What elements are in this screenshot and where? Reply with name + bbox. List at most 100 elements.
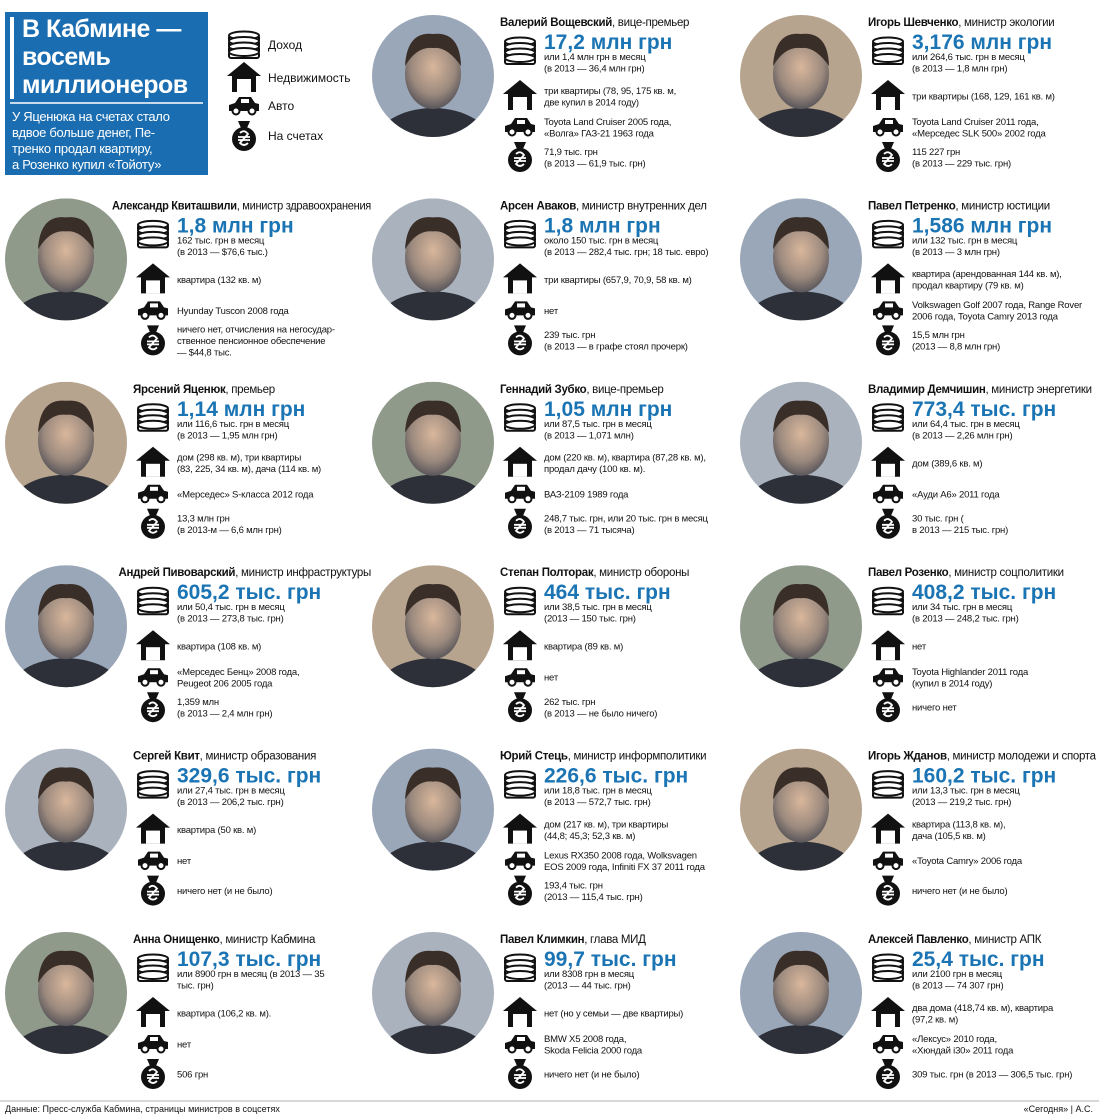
minister-name: Игорь Жданов (868, 751, 947, 763)
car-icon (873, 851, 903, 871)
photo-face (405, 589, 461, 660)
car-wheel (875, 494, 885, 504)
property-icon (136, 263, 170, 294)
house-shape (136, 446, 170, 477)
photo-shoulders (743, 658, 859, 688)
car-icon (873, 1035, 903, 1054)
income-detail: или 8308 грн в месяц (544, 969, 635, 980)
photo-shoulders (8, 841, 124, 871)
house-door (881, 647, 895, 661)
detail-line: Toyota Highlander 2011 года (912, 667, 1029, 678)
car-icon (505, 851, 535, 871)
coin-top (872, 786, 904, 797)
house-shape (871, 630, 905, 661)
photo-face (405, 39, 461, 109)
minister-name: Павел Климкин (500, 934, 585, 946)
income-icon (872, 219, 904, 249)
detail-line: 71,9 тыс. грн (544, 147, 598, 158)
minister-name: Андрей Пивоварский (118, 567, 235, 579)
coin-top (228, 47, 260, 57)
hryvnia-sign (514, 518, 526, 534)
car-wheel (875, 1044, 885, 1054)
property-icon (227, 62, 261, 92)
house-shape (136, 630, 170, 661)
detail-line: «Toyota Camry» 2006 года (912, 856, 1023, 867)
house-shape (136, 997, 170, 1027)
car-window (150, 853, 158, 858)
detail-line: 262 тыс. грн (544, 697, 595, 708)
footer-source: Данные: Пресс-служба Кабмина, страницы м… (5, 1104, 280, 1114)
photo (372, 381, 494, 504)
car-icon (505, 301, 535, 320)
photo (740, 748, 862, 871)
detail-line: EOS 2009 года, Infiniti FX 37 2011 года (544, 862, 706, 873)
detail-line: Volkswagen Golf 2007 года, Range Rover (912, 300, 1082, 311)
bag-top (882, 1059, 894, 1066)
income-detail: или 2100 грн в месяц (912, 969, 1003, 980)
minister-name: Сергей Квит (133, 751, 200, 763)
accounts-icon (876, 1059, 900, 1089)
detail-line: 239 тыс. грн (544, 330, 595, 341)
income: 1,8 млн грн (177, 214, 294, 237)
photo-shoulders (375, 658, 491, 688)
car-wheel (523, 1044, 533, 1054)
income-detail: 162 тыс. грн в месяц (177, 235, 265, 246)
photo-face (405, 772, 461, 843)
bag-top (514, 875, 526, 883)
photo (5, 381, 127, 504)
income-detail: (в 2013 — 74 307 грн) (912, 981, 1003, 992)
minister-card: Юрий Стець, министр информполитики 226,6 … (372, 748, 707, 871)
accounts-icon (508, 325, 532, 356)
income: 408,2 тыс. грн (912, 581, 1056, 604)
income-detail: или 87,5 тыс. грн в месяц (544, 419, 652, 430)
house-shape (136, 813, 170, 844)
income: 1,05 млн грн (544, 398, 672, 421)
accounts-icon (141, 875, 165, 906)
minister-name: Ярсений Яценюк (133, 384, 226, 396)
minister-heading: Игорь Жданов, министр молодежи и спорта (868, 751, 1097, 763)
minister-name: Алексей Павленко (868, 934, 969, 946)
car-window (885, 486, 893, 491)
income-icon (872, 953, 904, 982)
accounts-icon (232, 121, 256, 151)
car-wheel (140, 494, 150, 504)
minister-card: Игорь Шевченко, министр экологии 3,176 мл… (740, 15, 1055, 137)
property-icon (871, 446, 905, 477)
photo-face (405, 956, 461, 1026)
minister-card: Степан Полторак, министр обороны 464 тыс.… (372, 565, 689, 688)
car-wheel (156, 677, 166, 687)
coin-top (504, 970, 536, 980)
hryvnia-sign (514, 151, 526, 167)
detail-line: две купил в 2014 году) (544, 97, 639, 108)
minister-heading: Юрий Стець, министр информполитики (500, 751, 706, 763)
income-icon (137, 770, 169, 799)
car-wheel (140, 310, 150, 320)
detail-line: (в 2013 — 61,9 тыс. грн) (544, 158, 645, 169)
detail-line: в 2013 — 215 тыс. грн) (912, 525, 1008, 536)
income: 1,586 млн грн (912, 214, 1052, 237)
detail-line: «Мерседес» S-класса 2012 года (177, 489, 314, 500)
income-detail: около 150 тыс. грн в месяц (544, 235, 659, 246)
minister-card: Алексей Павленко, министр АПК 25,4 тыс. г… (740, 932, 1045, 1054)
house-door (237, 79, 251, 92)
photo (740, 565, 862, 688)
minister-card: Александр Квиташвили, министр здравоохра… (5, 198, 371, 321)
bag-top (147, 875, 159, 883)
car-icon (873, 301, 903, 320)
header-title: восемь (22, 43, 110, 71)
detail-line: квартира (арендованная 144 кв. м), (912, 269, 1062, 280)
income-icon (872, 770, 904, 799)
photo (372, 15, 494, 137)
accounts-icon (876, 508, 900, 539)
income-detail: (в 2013 — $76,6 тыс.) (177, 247, 268, 258)
photo-face (405, 222, 461, 293)
detail-line: (83, 225, 34 кв. м), дача (114 кв. м) (177, 464, 321, 475)
hryvnia-sign (882, 1068, 894, 1084)
bag-top (882, 325, 894, 333)
income-icon (872, 36, 904, 65)
minister-card: Арсен Аваков, министр внутренних дел 1,8 … (372, 198, 707, 321)
income: 773,4 тыс. грн (912, 398, 1056, 421)
house-door (513, 97, 527, 110)
bag-top (882, 142, 894, 149)
photo-hair (405, 400, 461, 433)
